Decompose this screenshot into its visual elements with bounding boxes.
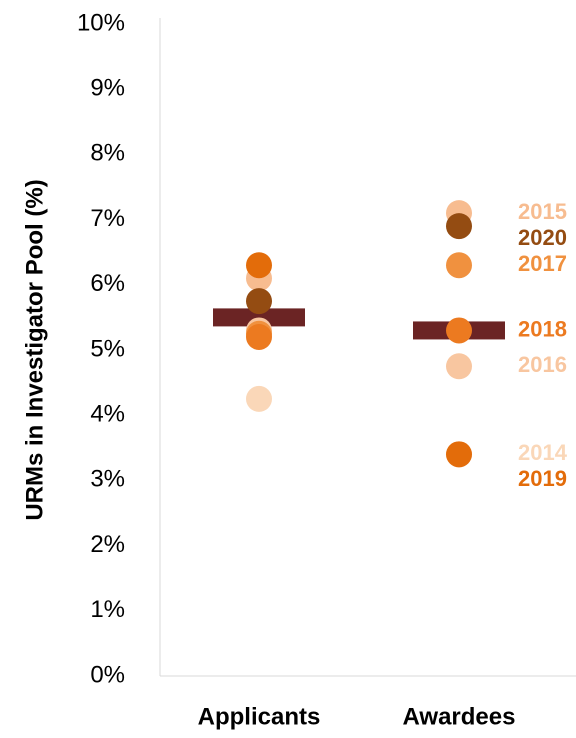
y-tick-label: 10% — [77, 9, 125, 36]
y-tick-label: 5% — [90, 335, 125, 362]
y-tick-label: 8% — [90, 140, 125, 167]
dot — [246, 323, 272, 350]
x-tick-label: Awardees — [403, 703, 516, 730]
dot — [246, 252, 272, 279]
dot — [246, 385, 272, 412]
y-tick-label: 6% — [90, 270, 125, 297]
dot — [246, 288, 272, 315]
y-tick-label: 9% — [90, 75, 125, 102]
y-tick-label: 7% — [90, 205, 125, 232]
legend-label: 2019 — [518, 466, 567, 491]
y-axis-label: URMs in Investigator Pool (%) — [21, 179, 48, 520]
legend-label: 2016 — [518, 352, 567, 377]
dot — [446, 317, 472, 344]
y-tick-label: 2% — [90, 531, 125, 558]
dot — [446, 441, 472, 468]
legend-label: 2014 — [518, 440, 568, 465]
x-tick-label: Applicants — [198, 703, 321, 730]
legend-label: 2015 — [518, 199, 567, 224]
median-bar — [213, 308, 305, 327]
y-tick-label: 3% — [90, 466, 125, 493]
legend-label: 2020 — [518, 225, 567, 250]
y-tick-label: 4% — [90, 401, 125, 428]
y-tick-label: 1% — [90, 596, 125, 623]
legend-label: 2017 — [518, 251, 567, 276]
dot — [446, 252, 472, 279]
dot — [446, 213, 472, 240]
y-tick-label: 0% — [90, 661, 125, 688]
legend-label: 2018 — [518, 316, 567, 341]
dot — [446, 353, 472, 380]
